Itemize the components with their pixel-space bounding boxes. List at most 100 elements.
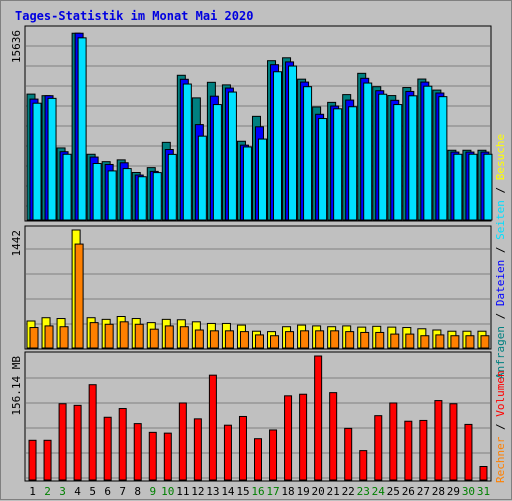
x-tick-label-4: 4 (74, 485, 81, 498)
y-axis-label-hits: 15636 (10, 30, 23, 63)
bar-seiten-day-7 (122, 168, 132, 221)
bar-rechner-day-25 (390, 333, 400, 349)
legend-seiten: Seiten (494, 200, 507, 240)
bar-volumen-day-31 (479, 466, 488, 481)
bar-seiten-day-30 (468, 153, 478, 221)
bar-seiten-day-18 (288, 65, 298, 221)
bar-volumen-day-19 (299, 393, 308, 481)
bar-rechner-day-8 (134, 323, 144, 349)
bar-volumen-day-4 (73, 404, 82, 481)
x-tick-label-29: 29 (447, 485, 460, 498)
x-tick-label-17: 17 (266, 485, 279, 498)
x-tick-label-30: 30 (462, 485, 475, 498)
bar-seiten-day-1 (32, 102, 42, 221)
x-tick-label-7: 7 (119, 485, 126, 498)
bar-seiten-day-27 (423, 85, 433, 221)
bar-rechner-day-13 (209, 330, 219, 349)
bar-rechner-day-21 (330, 330, 340, 349)
legend-separator: / (494, 180, 507, 200)
bar-rechner-day-19 (300, 330, 310, 349)
bar-seiten-day-26 (408, 95, 418, 221)
x-tick-label-12: 12 (191, 485, 204, 498)
bar-volumen-day-10 (163, 432, 172, 481)
bar-seiten-day-8 (137, 176, 147, 221)
x-tick-label-6: 6 (104, 485, 111, 498)
bar-volumen-day-30 (464, 423, 473, 481)
bar-volumen-day-15 (238, 415, 247, 481)
legend-separator: / (494, 306, 507, 326)
bar-volumen-day-24 (374, 415, 383, 481)
bar-seiten-day-17 (273, 71, 283, 221)
x-tick-label-24: 24 (372, 485, 386, 498)
bar-seiten-day-28 (438, 96, 448, 221)
bar-rechner-day-23 (360, 331, 370, 349)
x-tick-label-21: 21 (327, 485, 340, 498)
bar-rechner-day-7 (119, 321, 129, 349)
bar-rechner-day-14 (224, 330, 234, 349)
bar-rechner-day-30 (465, 335, 475, 349)
bar-seiten-day-10 (167, 153, 177, 221)
bar-volumen-day-17 (269, 429, 278, 481)
x-tick-label-19: 19 (296, 485, 309, 498)
bar-seiten-day-11 (182, 83, 192, 221)
legend-besuche: Besuche (494, 134, 507, 180)
bar-rechner-day-16 (254, 334, 264, 349)
bar-rechner-day-11 (179, 326, 189, 349)
bar-seiten-day-21 (333, 108, 343, 221)
bar-rechner-day-27 (420, 335, 430, 349)
bar-rechner-day-2 (44, 325, 54, 349)
x-tick-label-16: 16 (251, 485, 264, 498)
bar-seiten-day-12 (197, 135, 207, 221)
bar-volumen-day-9 (148, 431, 157, 481)
bar-volumen-day-29 (449, 403, 458, 481)
bar-seiten-day-25 (393, 104, 403, 221)
bar-rechner-day-22 (345, 331, 355, 349)
bar-volumen-day-1 (28, 439, 37, 481)
x-tick-label-9: 9 (149, 485, 156, 498)
bar-volumen-day-13 (208, 374, 217, 481)
bar-volumen-day-26 (404, 420, 413, 481)
bar-volumen-day-23 (359, 450, 368, 481)
bar-rechner-day-6 (104, 323, 114, 349)
bar-rechner-day-31 (480, 335, 490, 349)
x-tick-label-11: 11 (176, 485, 189, 498)
legend-dateien: Dateien (494, 260, 507, 306)
bar-rechner-day-5 (89, 322, 99, 349)
bar-seiten-day-23 (363, 82, 373, 221)
bar-rechner-day-26 (405, 333, 415, 349)
bar-volumen-day-18 (284, 395, 293, 481)
x-tick-label-13: 13 (206, 485, 219, 498)
bar-seiten-day-6 (107, 170, 117, 221)
bar-volumen-day-7 (118, 408, 127, 481)
bar-seiten-day-14 (227, 91, 237, 221)
bar-rechner-day-4 (74, 243, 84, 349)
bar-seiten-day-31 (483, 153, 493, 221)
bar-seiten-day-9 (152, 172, 162, 221)
x-tick-label-15: 15 (236, 485, 249, 498)
x-tick-label-10: 10 (161, 485, 174, 498)
bar-volumen-day-27 (419, 419, 428, 481)
bar-volumen-day-21 (329, 392, 338, 481)
bar-seiten-day-20 (318, 118, 328, 221)
bar-volumen-day-28 (434, 400, 443, 481)
bar-seiten-day-2 (47, 97, 57, 221)
legend-volumen: Volumen (494, 370, 507, 416)
bar-seiten-day-4 (77, 37, 87, 221)
bar-rechner-day-29 (450, 335, 460, 349)
legend-anfragen: Anfragen (494, 326, 507, 379)
bar-volumen-day-5 (88, 384, 97, 481)
bar-volumen-day-14 (223, 424, 232, 481)
bar-seiten-day-24 (378, 93, 388, 221)
bar-seiten-day-29 (453, 153, 463, 221)
bar-volumen-day-3 (58, 403, 67, 481)
bar-seiten-day-19 (303, 86, 313, 221)
x-tick-label-3: 3 (59, 485, 66, 498)
chart-title: Tages-Statistik im Monat Mai 2020 (15, 9, 253, 23)
legend-separator: / (494, 240, 507, 260)
legend-separator: / (494, 417, 507, 437)
x-tick-label-8: 8 (134, 485, 141, 498)
bar-rechner-day-28 (435, 334, 445, 349)
bar-seiten-day-13 (212, 104, 222, 221)
